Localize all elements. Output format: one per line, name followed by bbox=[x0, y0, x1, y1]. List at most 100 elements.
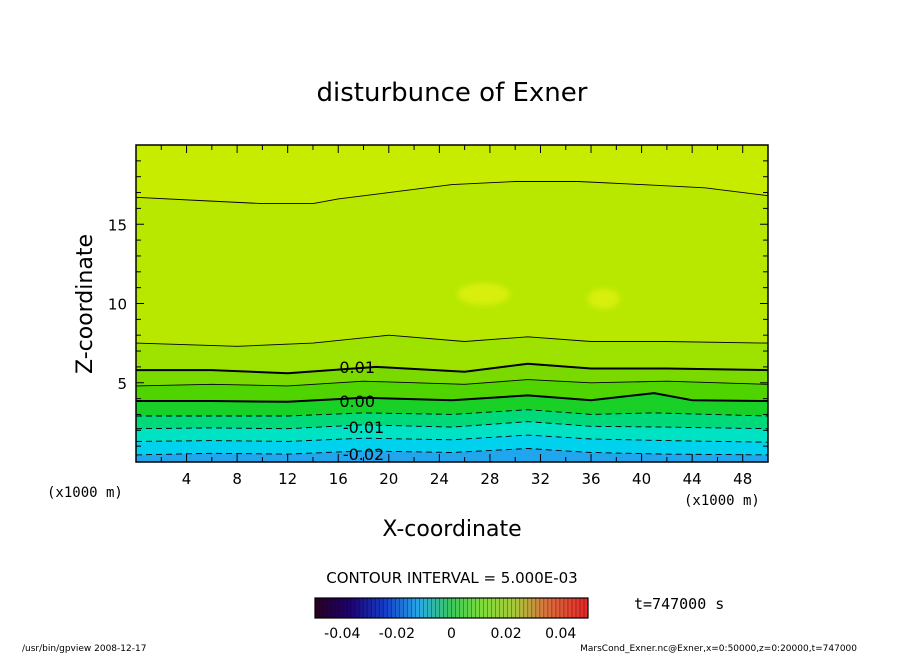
x-tick-label: 40 bbox=[632, 470, 651, 488]
colorbar-cell bbox=[367, 598, 372, 618]
contour-line bbox=[136, 434, 768, 443]
colorbar-cell bbox=[315, 598, 320, 618]
colorbar-cell bbox=[547, 598, 553, 618]
colorbar-cell bbox=[583, 598, 589, 618]
contour-line bbox=[136, 421, 768, 430]
x-tick-label: 24 bbox=[430, 470, 449, 488]
colorbar-tick-label: -0.04 bbox=[324, 626, 360, 642]
colorbar-cell bbox=[411, 598, 416, 618]
x-tick-label: 16 bbox=[329, 470, 348, 488]
contour-line bbox=[136, 362, 768, 375]
contour-label: 0.00 bbox=[339, 392, 375, 411]
colorbar-cell bbox=[463, 598, 468, 618]
colorbar-cell bbox=[507, 598, 513, 618]
colorbar-cell bbox=[467, 598, 472, 618]
colorbar bbox=[314, 597, 589, 619]
colorbar-cell bbox=[539, 598, 545, 618]
contour-line bbox=[136, 392, 768, 403]
colorbar-cell bbox=[355, 598, 360, 618]
colorbar-cell bbox=[515, 598, 521, 618]
colorbar-cell bbox=[375, 598, 380, 618]
colorbar-cell bbox=[447, 598, 452, 618]
colorbar-cell bbox=[359, 598, 364, 618]
colorbar-cell bbox=[419, 598, 424, 618]
x-unit-right: (x1000 m) bbox=[684, 493, 760, 509]
colorbar-cell bbox=[567, 598, 573, 618]
band-bottom bbox=[136, 456, 768, 462]
colorbar-cell bbox=[403, 598, 408, 618]
colorbar-cell bbox=[379, 598, 384, 618]
x-tick-label: 28 bbox=[480, 470, 499, 488]
colorbar-cell bbox=[487, 598, 492, 618]
x-tick-label: 12 bbox=[278, 470, 297, 488]
colorbar-cell bbox=[471, 598, 476, 618]
colorbar-tick-labels: -0.04 -0.02 0 0.02 0.04 bbox=[324, 626, 576, 642]
contour-line bbox=[136, 409, 768, 417]
colorbar-cell bbox=[335, 598, 340, 618]
colorbar-cell bbox=[415, 598, 420, 618]
x-tick-label: 48 bbox=[733, 470, 752, 488]
plot-area: 0.01 0.00 -0.01 -0.02 bbox=[135, 144, 769, 464]
contour-label: 0.01 bbox=[339, 358, 375, 377]
colorbar-cell bbox=[495, 598, 500, 618]
axis-ticks bbox=[136, 145, 768, 462]
colorbar-cell bbox=[323, 598, 328, 618]
contour-line bbox=[136, 448, 768, 456]
colorbar-cell bbox=[479, 598, 484, 618]
contour-line bbox=[136, 379, 768, 387]
chart-title: disturbunce of Exner bbox=[317, 78, 588, 108]
x-unit-left: (x1000 m) bbox=[47, 485, 123, 501]
colorbar-cell bbox=[427, 598, 432, 618]
contour-labels: 0.01 0.00 -0.01 -0.02 bbox=[339, 358, 384, 464]
colorbar-cell bbox=[543, 598, 549, 618]
colorbar-cell bbox=[459, 598, 464, 618]
contour-label: -0.02 bbox=[343, 445, 384, 464]
time-label: t=747000 s bbox=[634, 595, 724, 613]
colorbar-cell bbox=[531, 598, 537, 618]
x-tick-labels: 4 8 12 16 20 24 28 32 36 40 44 48 bbox=[182, 470, 752, 488]
colorbar-cell bbox=[551, 598, 557, 618]
colorbar-cell bbox=[451, 598, 456, 618]
contour-interval: CONTOUR INTERVAL = 5.000E-03 bbox=[326, 569, 577, 587]
colorbar-cell bbox=[351, 598, 356, 618]
colorbar-cell bbox=[535, 598, 541, 618]
colorbar-cell bbox=[443, 598, 448, 618]
contour-line bbox=[136, 334, 768, 347]
colorbar-cell bbox=[575, 598, 581, 618]
colorbar-cell bbox=[511, 598, 517, 618]
colorbar-tick-label: 0.04 bbox=[545, 626, 576, 642]
colorbar-cell bbox=[435, 598, 440, 618]
colorbar-cell bbox=[343, 598, 348, 618]
colorbar-cell bbox=[383, 598, 388, 618]
y-tick-label: 5 bbox=[117, 375, 127, 393]
colorbar-cell bbox=[331, 598, 336, 618]
x-tick-label: 4 bbox=[182, 470, 192, 488]
colorbar-cell bbox=[363, 598, 368, 618]
colorbar-tick-label: 0 bbox=[447, 626, 456, 642]
contour-lines bbox=[136, 181, 768, 456]
contour-line bbox=[136, 181, 768, 205]
contour-label: -0.01 bbox=[343, 418, 384, 437]
x-tick-label: 32 bbox=[531, 470, 550, 488]
colorbar-cell bbox=[439, 598, 444, 618]
colorbar-cell bbox=[499, 598, 504, 618]
shaded-bands bbox=[136, 145, 768, 462]
footer-right: MarsCond_Exner.nc@Exner,x=0:50000,z=0:20… bbox=[580, 644, 857, 654]
x-tick-label: 44 bbox=[683, 470, 702, 488]
colorbar-tick-label: 0.02 bbox=[491, 626, 522, 642]
footer-left: /usr/bin/gpview 2008-12-17 bbox=[22, 644, 146, 654]
colorbar-frame bbox=[314, 597, 589, 619]
colorbar-cell bbox=[399, 598, 404, 618]
x-tick-label: 36 bbox=[581, 470, 600, 488]
colorbar-cell bbox=[339, 598, 344, 618]
x-tick-label: 20 bbox=[379, 470, 398, 488]
colorbar-cell bbox=[407, 598, 412, 618]
colorbar-cell bbox=[559, 598, 565, 618]
colorbar-cell bbox=[391, 598, 396, 618]
colorbar-tick-label: -0.02 bbox=[379, 626, 415, 642]
colorbar-cell bbox=[455, 598, 460, 618]
colorbar-cell bbox=[555, 598, 561, 618]
colorbar-cell bbox=[503, 598, 509, 618]
colorbar-cell bbox=[579, 598, 585, 618]
